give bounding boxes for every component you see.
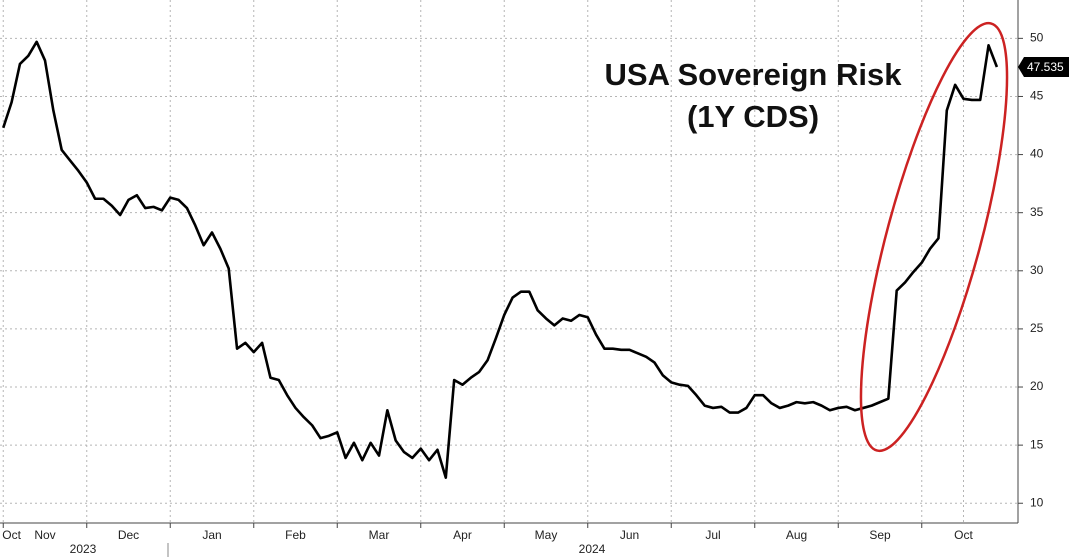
y-tick-label: 50 [1030,31,1044,45]
last-value-tag [1018,57,1069,78]
y-tick-label: 15 [1030,437,1044,451]
y-tick-label: 35 [1030,205,1044,219]
last-value-label: 47.535 [1027,60,1064,74]
highlight-ellipse [859,21,1009,453]
x-tick-label: Feb [285,528,306,542]
y-tick-label: 45 [1030,89,1044,103]
chart-subtitle: (1Y CDS) [687,99,819,134]
x-tick-label: Oct [2,528,21,542]
x-tick-label: Sep [869,528,891,542]
y-tick-label: 20 [1030,379,1044,393]
year-label: 2024 [579,542,606,556]
y-tick-label: 40 [1030,147,1044,161]
x-tick-label: Apr [453,528,472,542]
x-tick-label: Jul [705,528,720,542]
x-tick-label: Jan [202,528,221,542]
x-tick-label: Mar [369,528,390,542]
x-tick-label: Aug [786,528,807,542]
x-tick-label: Oct [954,528,973,542]
x-tick-label: Jun [620,528,639,542]
y-tick-label: 25 [1030,321,1044,335]
x-tick-label: Dec [118,528,139,542]
y-tick-label: 10 [1030,495,1044,509]
x-tick-label: May [535,528,558,542]
chart-title: USA Sovereign Risk [605,57,903,92]
x-tick-label: Nov [34,528,55,542]
line-series [2,40,999,479]
year-label: 2023 [70,542,97,556]
y-tick-label: 30 [1030,263,1044,277]
